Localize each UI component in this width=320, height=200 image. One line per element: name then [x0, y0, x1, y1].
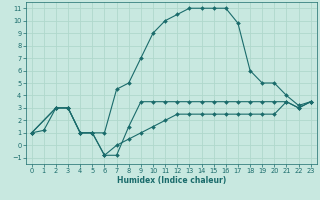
- X-axis label: Humidex (Indice chaleur): Humidex (Indice chaleur): [116, 176, 226, 185]
